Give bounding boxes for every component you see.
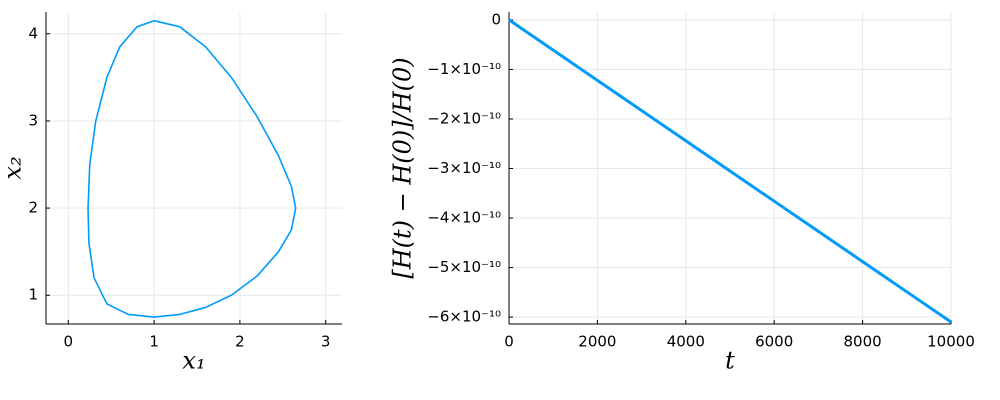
x-axis-label: t: [725, 347, 735, 375]
y-tick-label: −6×10⁻¹⁰: [427, 308, 501, 326]
y-axis-label: x₂: [0, 156, 27, 179]
x-tick-label: 0: [504, 333, 514, 351]
y-tick-label: −3×10⁻¹⁰: [427, 159, 501, 177]
x-tick-label: 2: [235, 333, 245, 351]
x-tick-label: 0: [64, 333, 74, 351]
data-line: [508, 18, 952, 324]
y-tick-label: 0: [491, 10, 501, 28]
y-axis-label: [H(t) − H(0)]/H(0): [389, 57, 417, 278]
x-tick-label: 4000: [667, 333, 705, 351]
y-tick-label: −4×10⁻¹⁰: [427, 209, 501, 227]
x-tick-label: 3: [321, 333, 331, 351]
x-tick-label: 8000: [844, 333, 882, 351]
x-tick-label: 10000: [927, 333, 975, 351]
x-axis-label: x₁: [182, 347, 205, 375]
x-tick-label: 2000: [578, 333, 616, 351]
y-tick-label: −5×10⁻¹⁰: [427, 258, 501, 276]
y-tick-label: 2: [28, 199, 38, 217]
x-tick-label: 1: [149, 333, 159, 351]
y-tick-label: 4: [28, 24, 38, 42]
y-tick-label: −2×10⁻¹⁰: [427, 109, 501, 127]
data-line: [87, 19, 297, 318]
y-tick-label: 3: [28, 111, 38, 129]
x-tick-label: 6000: [755, 333, 793, 351]
y-tick-label: −1×10⁻¹⁰: [427, 60, 501, 78]
y-tick-label: 1: [28, 286, 38, 304]
